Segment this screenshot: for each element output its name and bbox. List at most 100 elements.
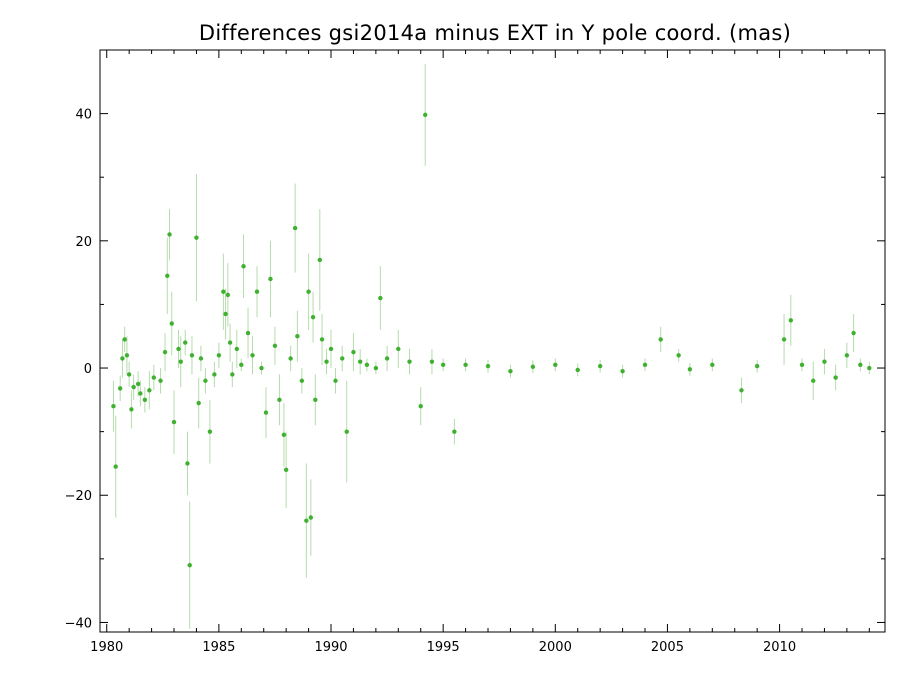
data-point — [120, 356, 125, 361]
data-point — [313, 397, 318, 403]
data-point — [319, 337, 325, 342]
y-tick-label: 0 — [84, 362, 92, 377]
plot-frame — [99, 49, 886, 633]
data-point — [212, 372, 217, 377]
data-point — [131, 384, 136, 390]
data-point — [117, 386, 123, 391]
y-tick-label: 40 — [75, 108, 92, 123]
data-point — [396, 346, 401, 352]
data-point — [324, 359, 329, 364]
data-point — [620, 369, 625, 374]
data-point — [658, 337, 663, 342]
x-tick-label: 1980 — [90, 640, 123, 655]
data-point — [687, 367, 693, 372]
data-point — [844, 353, 850, 358]
data-point — [429, 359, 435, 364]
x-axis: 1980 1985 1990 1995 2000 2005 2010 — [90, 50, 870, 655]
data-point — [196, 400, 201, 406]
data-point — [230, 372, 235, 377]
data-point — [250, 353, 255, 358]
data-point — [340, 356, 345, 361]
data-point — [754, 363, 760, 369]
data-point — [194, 235, 199, 240]
data-point — [259, 365, 264, 371]
data-point — [221, 289, 226, 294]
data-point — [203, 378, 208, 383]
data-point — [171, 419, 177, 425]
data-point — [113, 464, 118, 469]
data-point — [781, 337, 787, 342]
data-point — [189, 353, 195, 358]
data-point — [263, 410, 269, 415]
x-tick-label: 2010 — [763, 640, 796, 655]
data-point — [452, 429, 457, 434]
x-tick-label: 1995 — [427, 640, 460, 655]
data-point — [169, 321, 174, 326]
data-point — [530, 364, 536, 369]
error-bars — [112, 63, 870, 629]
data-point — [364, 362, 370, 368]
data-point — [351, 349, 356, 355]
data-point — [122, 337, 127, 342]
data-point — [575, 367, 580, 373]
data-point — [288, 356, 293, 361]
data-point — [165, 273, 170, 279]
x-tick-label: 1990 — [314, 640, 347, 655]
data-point — [187, 563, 192, 568]
x-tick-label: 2005 — [651, 640, 684, 655]
x-tick-label: 2000 — [539, 640, 572, 655]
data-point — [597, 363, 603, 369]
data-point — [277, 397, 282, 403]
data-point — [306, 289, 311, 294]
data-point — [317, 257, 322, 263]
data-point — [423, 112, 428, 118]
data-point — [833, 375, 838, 380]
data-point — [822, 359, 827, 364]
data-point — [710, 362, 715, 368]
y-tick-label: −20 — [65, 489, 92, 504]
data-point — [858, 362, 863, 368]
data-point — [310, 314, 316, 320]
data-point — [676, 353, 681, 358]
data-point — [642, 362, 648, 368]
data-point — [304, 518, 309, 523]
data-point — [485, 363, 491, 369]
data-point — [241, 264, 246, 269]
data-point — [176, 346, 181, 352]
data-point — [185, 461, 190, 466]
data-point — [124, 353, 130, 358]
chart-title: Differences gsi2014a minus EXT in Y pole… — [199, 21, 791, 45]
data-point — [440, 362, 446, 368]
data-point — [292, 225, 298, 231]
data-point — [407, 359, 412, 364]
data-point — [378, 295, 383, 301]
data-point — [357, 359, 363, 364]
data-point — [811, 378, 816, 383]
data-point — [178, 359, 183, 364]
data-point — [299, 378, 305, 383]
data-point — [223, 311, 228, 317]
data-point — [142, 397, 148, 403]
data-point — [508, 369, 513, 374]
data-point — [183, 340, 188, 345]
data-point — [344, 429, 349, 434]
data-point — [126, 372, 132, 377]
data-point — [227, 340, 233, 345]
data-point — [333, 378, 338, 383]
data-point — [135, 381, 141, 387]
data-point — [283, 467, 289, 473]
data-point — [418, 403, 423, 409]
data-point — [151, 375, 157, 380]
data-point — [463, 362, 468, 368]
data-point — [147, 388, 152, 393]
data-points — [111, 112, 872, 568]
data-point — [553, 362, 558, 368]
data-point — [851, 330, 856, 336]
data-point — [167, 232, 172, 237]
data-point — [295, 334, 300, 339]
data-point — [138, 391, 143, 396]
data-point — [328, 346, 334, 352]
data-point — [867, 365, 872, 371]
data-point — [373, 365, 379, 371]
